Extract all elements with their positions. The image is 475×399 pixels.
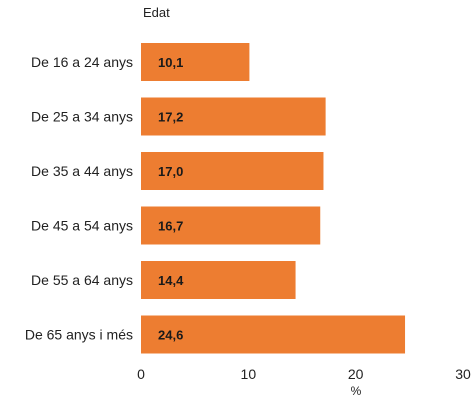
- category-axis-title: Edat: [143, 5, 170, 20]
- x-tick-labels-group: 0 10 20 30: [137, 366, 471, 382]
- category-label-de-25-a-34-anys: De 25 a 34 anys: [31, 109, 133, 125]
- x-tick-label-10: 10: [241, 366, 257, 382]
- value-label-de-35-a-44-anys: 17,0: [158, 164, 183, 179]
- bar-de-45-a-54-anys: [141, 206, 321, 245]
- category-label-de-45-a-54-anys: De 45 a 54 anys: [31, 218, 133, 234]
- category-label-de-55-a-64-anys: De 55 a 64 anys: [31, 272, 133, 288]
- bar-de-25-a-34-anys: [141, 97, 326, 136]
- value-label-de-16-a-24-anys: 10,1: [158, 55, 183, 70]
- category-label-de-35-a-44-anys: De 35 a 44 anys: [31, 163, 133, 179]
- bar-de-55-a-64-anys: [141, 261, 296, 299]
- value-label-de-65-anys-i-mes: 24,6: [158, 328, 183, 343]
- category-label-de-16-a-24-anys: De 16 a 24 anys: [31, 54, 133, 70]
- x-tick-label-0: 0: [137, 366, 145, 382]
- x-tick-label-20: 20: [348, 366, 364, 382]
- bar-de-16-a-24-anys: [141, 43, 250, 81]
- value-label-de-55-a-64-anys: 14,4: [158, 273, 184, 288]
- category-label-de-65-anys-i-mes: De 65 anys i més: [25, 327, 133, 343]
- value-axis-label: %: [351, 384, 362, 398]
- bar-de-65-anys-i-mes: [141, 315, 406, 354]
- value-label-de-45-a-54-anys: 16,7: [158, 219, 183, 234]
- value-label-de-25-a-34-anys: 17,2: [158, 110, 183, 125]
- x-tick-label-30: 30: [455, 366, 471, 382]
- bars-group: De 16 a 24 anys 10,1 De 25 a 34 anys 17,2 De…: [25, 43, 406, 354]
- bar-de-35-a-44-anys: [141, 152, 324, 190]
